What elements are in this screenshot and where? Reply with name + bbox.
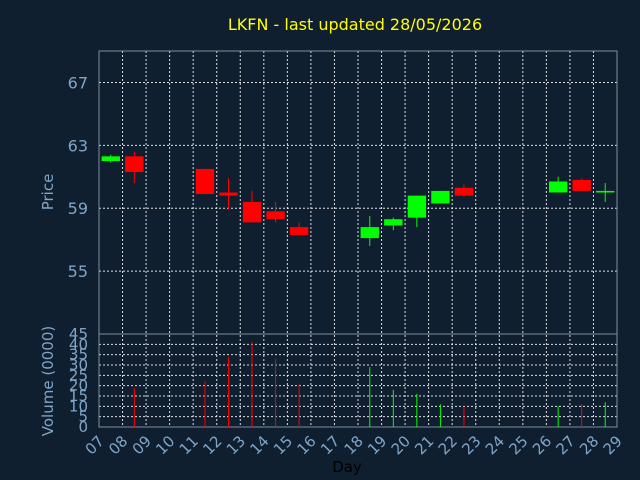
candle-body [266, 211, 285, 220]
price-tick-label: 55 [68, 262, 88, 281]
candle-body [195, 168, 215, 195]
price-tick-label: 63 [68, 136, 88, 155]
volume-tick-label: 20 [69, 377, 88, 395]
volume-tick-label: 30 [69, 356, 88, 374]
volume-tick-label: 10 [69, 397, 88, 415]
candle-body [407, 195, 427, 218]
volume-tick-label: 5 [78, 408, 88, 426]
volume-tick-label: 40 [69, 335, 88, 353]
candle-body [431, 190, 450, 204]
candle-body [572, 179, 591, 191]
price-axis-label: Price [39, 174, 57, 211]
chart-title: LKFN - last updated 28/05/2026 [228, 15, 482, 34]
candle-body [548, 181, 568, 193]
candle-body [219, 192, 238, 196]
candle-body [125, 156, 144, 173]
candle-body [101, 156, 120, 162]
volume-tick-label: 35 [69, 346, 88, 364]
candle-body [596, 190, 615, 193]
price-tick-label: 67 [68, 73, 88, 92]
candle-body [360, 227, 379, 239]
x-axis: 0708091011121314151617181920212223242526… [82, 432, 626, 458]
candle-body [289, 227, 309, 235]
volume-tick-label: 15 [69, 387, 88, 405]
volume-tick-label: 25 [69, 366, 88, 384]
candle-body [242, 201, 262, 223]
price-tick-label: 59 [68, 199, 88, 218]
candle-body [454, 187, 474, 196]
candle-body [384, 219, 403, 226]
x-axis-label: Day [332, 458, 362, 476]
volume-tick-label: 45 [69, 325, 88, 343]
volume-axis-label: Volume (0000) [39, 326, 57, 436]
volume-tick-label: 0 [78, 418, 88, 436]
volume-frame [98, 333, 618, 428]
